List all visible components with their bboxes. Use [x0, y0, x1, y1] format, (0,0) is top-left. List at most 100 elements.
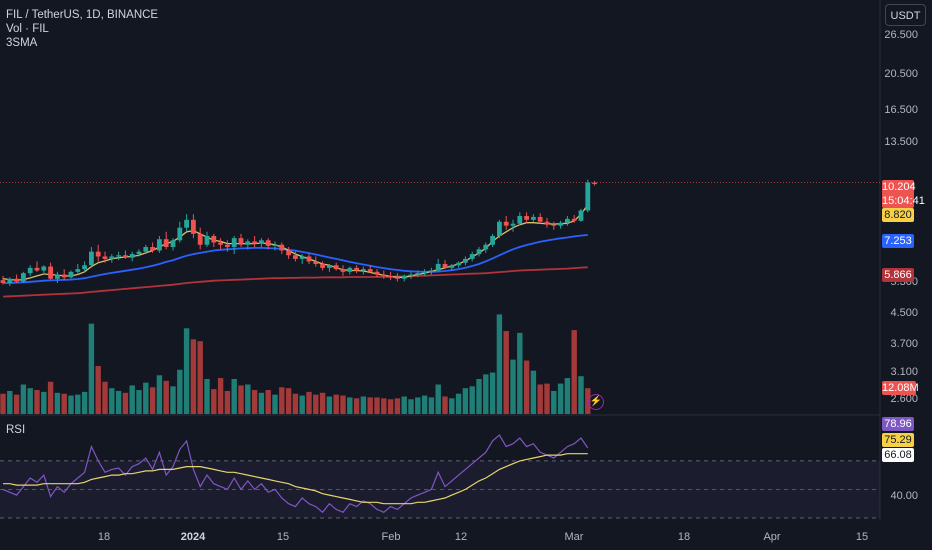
- volume-bar: [231, 378, 237, 414]
- volume-bar: [156, 375, 163, 414]
- candle-body: [592, 182, 597, 185]
- volume-bar: [88, 323, 95, 414]
- time-axis-label: 18: [97, 531, 111, 543]
- time-axis-label: 15: [855, 531, 869, 543]
- candle-body: [578, 210, 584, 221]
- volume-bar: [503, 331, 509, 414]
- time-axis-label: 18: [677, 531, 691, 543]
- volume-bar: [129, 385, 135, 414]
- candle-body: [456, 262, 461, 266]
- volume-bar: [557, 383, 564, 414]
- currency-button[interactable]: USDT: [885, 4, 926, 26]
- candle-body: [293, 255, 298, 259]
- volume-bar: [517, 332, 523, 414]
- volume-bar: [122, 392, 129, 414]
- volume-bar: [27, 388, 33, 414]
- volume-bar: [347, 397, 353, 414]
- candle-body: [34, 267, 40, 271]
- candle-body: [61, 274, 67, 278]
- volume-bar: [47, 381, 54, 414]
- volume-bar: [0, 393, 6, 414]
- rsi-title[interactable]: RSI: [6, 424, 26, 436]
- last-price-value: 10.204: [882, 181, 916, 193]
- volume-pane: [0, 314, 591, 414]
- candle-body: [422, 271, 427, 274]
- candle-body: [374, 271, 380, 275]
- rsi-line: [2, 434, 589, 514]
- lightning-icon[interactable]: ⚡: [588, 394, 604, 410]
- candle-body: [116, 255, 121, 257]
- price-axis-label: 13.500: [884, 136, 918, 148]
- candle-body: [551, 224, 557, 226]
- candle-body: [95, 251, 101, 257]
- candle-body: [136, 251, 142, 255]
- rsi-axis-label: 40.00: [890, 490, 918, 502]
- candle-body: [517, 216, 523, 224]
- candle-body: [408, 274, 414, 276]
- countdown-value: 15:04:41: [882, 195, 925, 207]
- symbol-line[interactable]: FIL / TetherUS, 1D, BINANCE: [6, 9, 159, 21]
- candle-body: [483, 244, 489, 250]
- volume-bar: [340, 395, 346, 414]
- candle-body: [497, 221, 502, 236]
- candle-body: [231, 238, 237, 248]
- candle-body: [68, 271, 74, 278]
- volume-bar: [381, 398, 387, 414]
- candle-body: [259, 240, 264, 244]
- volume-bar: [41, 391, 47, 414]
- volume-bar: [483, 374, 489, 414]
- time-axis-label: Feb: [381, 531, 401, 543]
- volume-bar: [299, 395, 305, 414]
- volume-bar: [265, 390, 271, 414]
- candle-body: [252, 241, 257, 244]
- volume-bar: [211, 389, 217, 414]
- candle-body: [490, 235, 495, 245]
- candle-body: [204, 235, 210, 245]
- volume-bar: [455, 393, 462, 414]
- candle-body: [279, 244, 285, 251]
- volume-bar: [183, 328, 190, 414]
- indicator-line[interactable]: 3SMA: [6, 37, 38, 49]
- volume-bar: [442, 396, 448, 414]
- rsi-pane[interactable]: [0, 414, 880, 519]
- volume-bar: [7, 390, 13, 414]
- candle-body: [361, 269, 366, 271]
- last-price-tag: 10.204 15:04:41: [882, 180, 925, 208]
- candle-body: [109, 256, 115, 259]
- rsi-ma-tag: 75.29: [882, 433, 914, 447]
- volume-line[interactable]: Vol · FIL: [6, 23, 49, 35]
- candle-body: [381, 274, 387, 276]
- volume-bar: [537, 384, 543, 414]
- candle-body: [558, 222, 563, 226]
- candle-body: [211, 235, 217, 243]
- volume-bar: [258, 392, 265, 414]
- volume-bar: [109, 388, 115, 414]
- volume-bar: [408, 399, 414, 414]
- candle-body: [469, 254, 475, 259]
- volume-bar: [163, 380, 169, 414]
- volume-bar: [20, 384, 27, 414]
- volume-bar: [333, 394, 339, 414]
- candle-body: [272, 244, 278, 246]
- volume-bar: [523, 360, 530, 414]
- volume-bar: [245, 384, 251, 414]
- volume-bar: [469, 386, 475, 414]
- volume-bar: [387, 399, 394, 414]
- price-axis-label: 26.500: [884, 29, 918, 41]
- candle-body: [7, 278, 13, 283]
- price-axis-label: 3.700: [890, 338, 918, 350]
- volume-bar: [177, 369, 183, 414]
- volume-bar: [306, 391, 312, 414]
- volume-bar: [585, 388, 591, 414]
- candle-body: [347, 267, 353, 272]
- volume-bar: [279, 387, 285, 414]
- volume-bar: [34, 390, 40, 414]
- price-pane[interactable]: [0, 0, 881, 520]
- volume-bar: [224, 390, 231, 414]
- candle-body: [191, 219, 196, 234]
- volume-bar: [449, 398, 455, 414]
- volume-bar: [564, 378, 571, 414]
- time-axis-label: Mar: [564, 531, 584, 543]
- volume-bar: [81, 391, 88, 414]
